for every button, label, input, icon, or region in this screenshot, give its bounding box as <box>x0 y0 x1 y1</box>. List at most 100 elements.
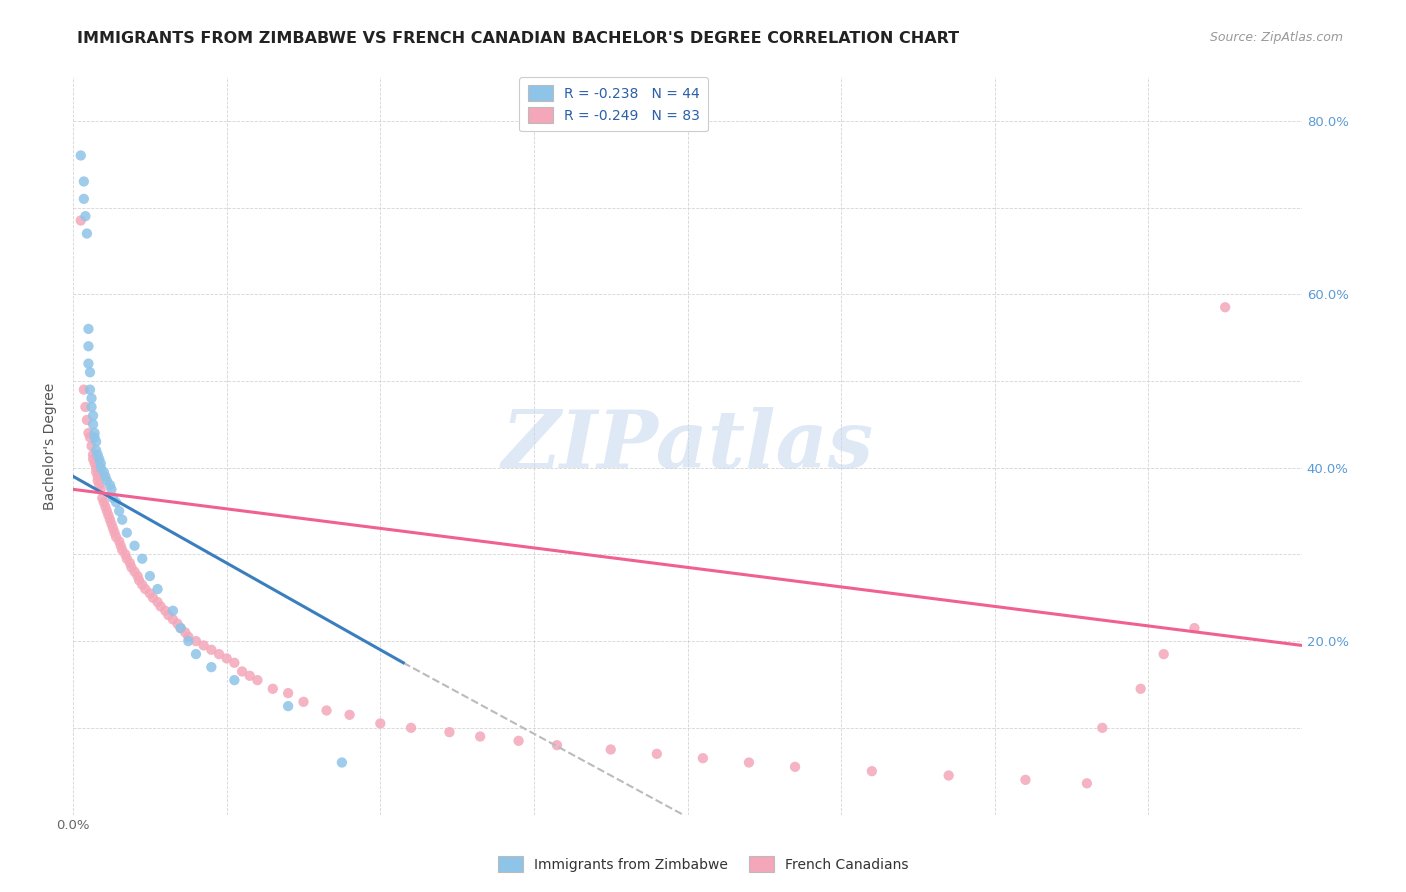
Point <box>105 530 128 544</box>
Point <box>84 443 107 458</box>
Point <box>83 425 105 440</box>
Point <box>292 695 315 709</box>
Point <box>139 569 162 583</box>
Point <box>73 383 96 397</box>
Point <box>84 465 107 479</box>
Point <box>77 357 100 371</box>
Point <box>124 565 146 579</box>
Point <box>82 452 104 467</box>
Point <box>97 508 120 523</box>
Point <box>330 756 353 770</box>
Point <box>215 651 238 665</box>
Text: ZIPatlas: ZIPatlas <box>502 408 873 484</box>
Point <box>860 764 883 779</box>
Point <box>738 756 761 770</box>
Point <box>84 460 107 475</box>
Point <box>105 495 128 509</box>
Legend: R = -0.238   N = 44, R = -0.249   N = 83: R = -0.238 N = 44, R = -0.249 N = 83 <box>519 77 709 131</box>
Point <box>89 452 111 467</box>
Point <box>177 634 200 648</box>
Point <box>142 591 165 605</box>
Point <box>508 734 530 748</box>
Point <box>262 681 284 696</box>
Point <box>108 534 131 549</box>
Point <box>246 673 269 687</box>
Point <box>184 634 207 648</box>
Point <box>200 660 222 674</box>
Point <box>114 548 136 562</box>
Point <box>368 716 391 731</box>
Point <box>1129 681 1152 696</box>
Point <box>1076 776 1098 790</box>
Legend: Immigrants from Zimbabwe, French Canadians: Immigrants from Zimbabwe, French Canadia… <box>492 851 914 878</box>
Point <box>69 148 91 162</box>
Point <box>79 430 101 444</box>
Point <box>131 578 153 592</box>
Point <box>80 439 103 453</box>
Point <box>82 409 104 423</box>
Point <box>86 469 108 483</box>
Point <box>193 639 215 653</box>
Point <box>101 521 124 535</box>
Point <box>128 574 150 588</box>
Text: Source: ZipAtlas.com: Source: ZipAtlas.com <box>1209 31 1343 45</box>
Point <box>315 703 337 717</box>
Point <box>111 513 134 527</box>
Point <box>73 192 96 206</box>
Point <box>115 525 138 540</box>
Point <box>100 483 122 497</box>
Text: IMMIGRANTS FROM ZIMBABWE VS FRENCH CANADIAN BACHELOR'S DEGREE CORRELATION CHART: IMMIGRANTS FROM ZIMBABWE VS FRENCH CANAD… <box>77 31 959 46</box>
Point <box>1014 772 1036 787</box>
Point <box>131 551 153 566</box>
Point <box>115 551 138 566</box>
Point <box>546 738 568 752</box>
Point <box>86 474 108 488</box>
Point <box>84 434 107 449</box>
Point <box>177 630 200 644</box>
Point <box>77 425 100 440</box>
Point <box>277 699 299 714</box>
Point <box>90 460 112 475</box>
Point <box>79 365 101 379</box>
Point <box>439 725 461 739</box>
Point <box>139 586 162 600</box>
Point <box>110 539 132 553</box>
Point <box>184 647 207 661</box>
Point <box>174 625 197 640</box>
Point <box>94 469 117 483</box>
Point <box>90 483 112 497</box>
Point <box>155 604 177 618</box>
Point <box>157 608 180 623</box>
Point <box>90 456 112 470</box>
Point <box>76 227 98 241</box>
Point <box>127 569 149 583</box>
Y-axis label: Bachelor's Degree: Bachelor's Degree <box>44 383 58 509</box>
Point <box>599 742 621 756</box>
Point <box>162 604 184 618</box>
Point <box>103 525 125 540</box>
Point <box>82 448 104 462</box>
Point <box>111 543 134 558</box>
Point <box>277 686 299 700</box>
Point <box>80 392 103 406</box>
Point <box>124 539 146 553</box>
Point <box>1213 300 1236 314</box>
Point <box>118 556 141 570</box>
Point <box>91 491 114 505</box>
Point <box>79 383 101 397</box>
Point <box>98 478 121 492</box>
Point <box>208 647 231 661</box>
Point <box>231 665 253 679</box>
Point <box>77 322 100 336</box>
Point <box>162 612 184 626</box>
Point <box>96 474 118 488</box>
Point <box>76 413 98 427</box>
Point <box>93 495 115 509</box>
Point <box>101 491 124 505</box>
Point <box>134 582 156 596</box>
Point <box>77 339 100 353</box>
Point <box>146 582 169 596</box>
Point <box>399 721 422 735</box>
Point <box>121 560 143 574</box>
Point <box>166 616 188 631</box>
